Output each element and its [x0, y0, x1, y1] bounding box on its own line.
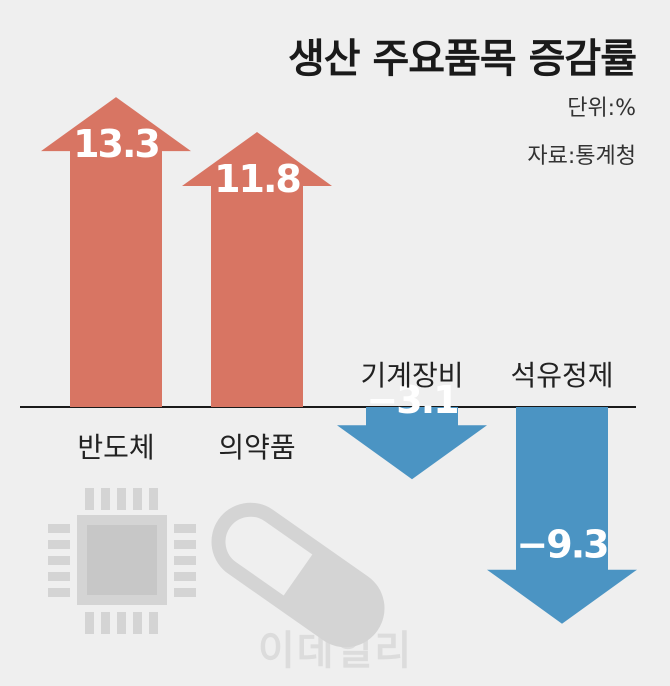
- pill-icon: [211, 502, 385, 648]
- unit-label: 단위:%: [567, 96, 636, 121]
- category-label: 의약품: [218, 431, 295, 464]
- value-label: −3.1: [366, 378, 457, 422]
- category-label: 석유정제: [510, 359, 613, 392]
- bar-의약품: [182, 132, 332, 407]
- bar-반도체: [41, 97, 191, 408]
- chart-title: 생산 주요품목 증감률: [287, 36, 637, 82]
- category-label: 기계장비: [360, 359, 463, 392]
- category-label: 반도체: [77, 431, 154, 464]
- bar-기계장비: [337, 407, 487, 480]
- chip-icon: [48, 488, 196, 634]
- value-label: 13.3: [73, 122, 159, 166]
- value-label: −9.3: [516, 523, 607, 567]
- value-label: 11.8: [214, 157, 300, 201]
- source-label: 자료:통계청: [527, 144, 636, 169]
- bar-석유정제: [487, 407, 637, 624]
